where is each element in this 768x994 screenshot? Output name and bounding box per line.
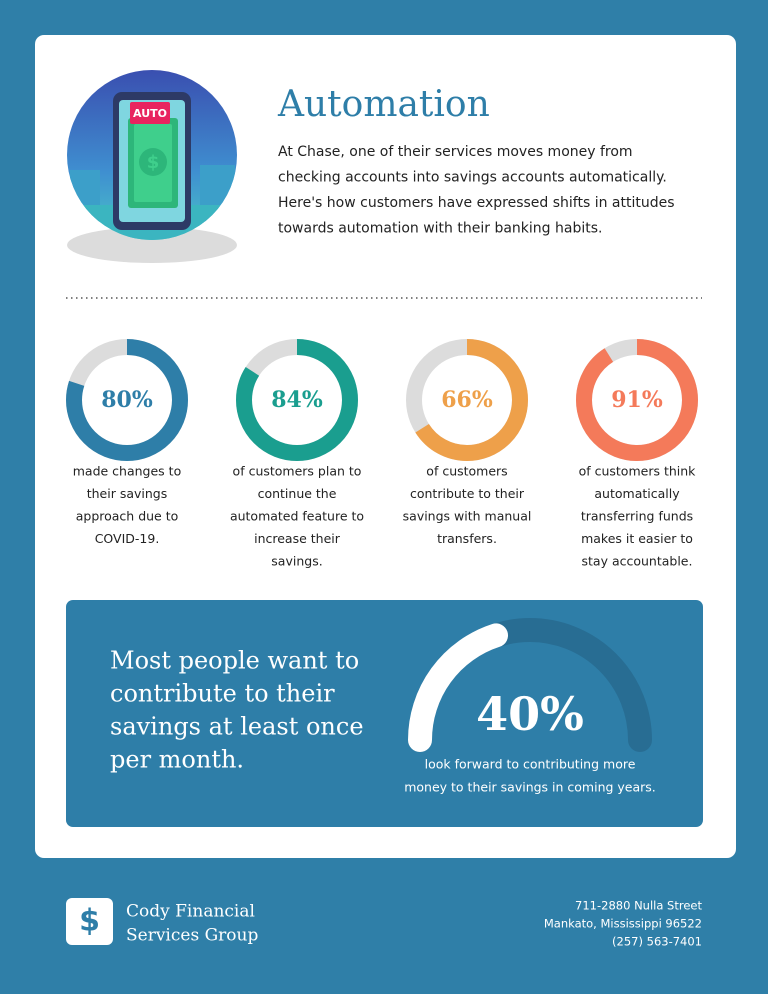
address: 711-2880 Nulla Street (575, 899, 702, 913)
stat-caption: transferring funds (581, 509, 693, 524)
badge: AUTO (133, 107, 167, 120)
stat-caption: makes it easier to (581, 531, 693, 546)
donut-arc (576, 339, 698, 461)
logo-icon: $ (79, 904, 100, 939)
donut-arc (406, 339, 528, 461)
stat-caption: contribute to their (410, 486, 525, 501)
stat-caption: COVID-19. (95, 531, 160, 546)
donut-label: 66% (441, 387, 493, 413)
gauge-label: 40% (476, 687, 584, 741)
donut-arc (236, 339, 358, 461)
stat-caption: savings with manual (403, 509, 532, 524)
stat-caption: increase their (254, 531, 341, 546)
donut-label: 84% (271, 387, 323, 413)
highlight-box (66, 600, 703, 827)
body-text: checking accounts into savings accounts … (278, 170, 667, 186)
gauge-caption: money to their savings in coming years. (404, 780, 656, 795)
address: Mankato, Mississippi 96522 (544, 917, 702, 931)
stat-caption: transfers. (437, 531, 497, 546)
stat-caption: automated feature to (230, 509, 364, 524)
donut-arc (66, 339, 188, 461)
stat-caption: automatically (594, 486, 680, 501)
donut-label: 91% (611, 387, 663, 413)
address: (257) 563-7401 (612, 935, 702, 949)
highlight-text: savings at least once (110, 713, 364, 741)
highlight-text: contribute to their (110, 680, 335, 708)
highlight-text: per month. (110, 746, 244, 774)
gauge-arc (408, 623, 509, 752)
company-name: Cody Financial (126, 902, 255, 922)
stat-caption: continue the (258, 486, 337, 501)
donut-label: 80% (101, 387, 153, 413)
highlight-text: Most people want to (110, 647, 359, 675)
company-name: Services Group (126, 926, 258, 946)
body-text: At Chase, one of their services moves mo… (278, 144, 633, 160)
stat-caption: of customers plan to (233, 464, 362, 479)
body-text: towards automation with their banking ha… (278, 221, 602, 237)
logo (66, 898, 113, 945)
gauge-caption: look forward to contributing more (425, 757, 636, 772)
stat-caption: their savings (87, 486, 168, 501)
illustration: $ AUTO (67, 70, 237, 263)
svg-text:$: $ (147, 152, 160, 173)
stat-caption: of customers (426, 464, 507, 479)
stat-caption: savings. (271, 554, 322, 569)
stat-caption: approach due to (76, 509, 179, 524)
title: Automation (277, 84, 490, 125)
stat-caption: made changes to (73, 464, 181, 479)
stat-caption: of customers think (579, 464, 697, 479)
body-text: Here's how customers have expressed shif… (278, 195, 675, 211)
stat-caption: stay accountable. (582, 554, 693, 569)
